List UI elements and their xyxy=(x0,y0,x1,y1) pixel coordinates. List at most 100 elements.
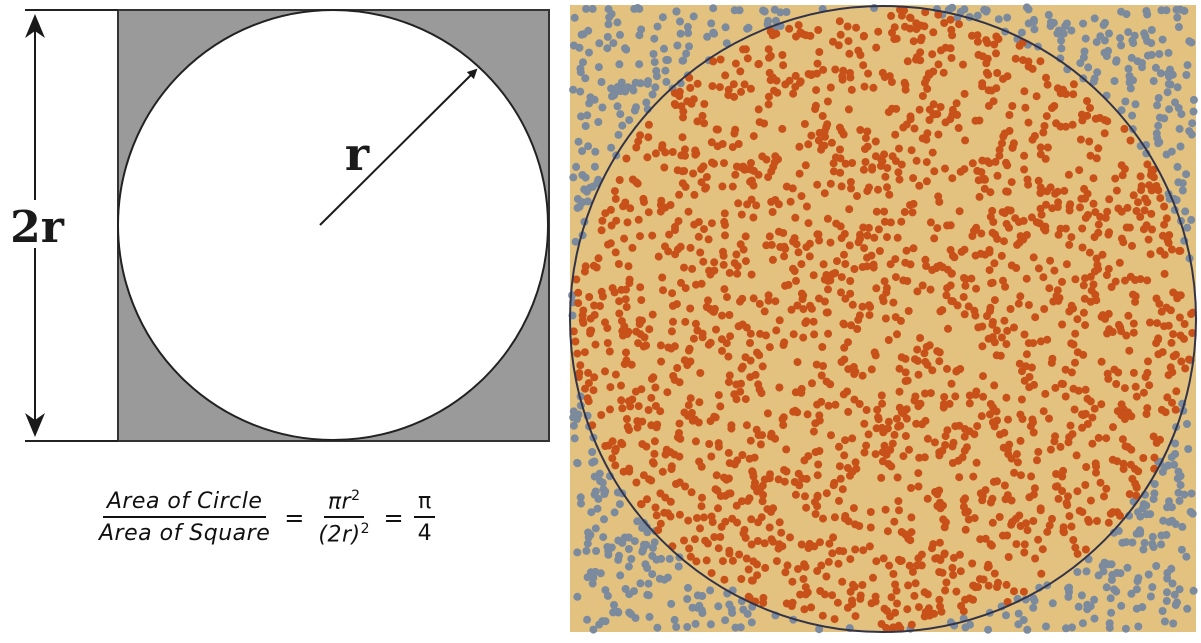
inside-point xyxy=(987,279,996,288)
inside-point xyxy=(1085,517,1093,526)
inside-point xyxy=(732,395,741,404)
inside-point xyxy=(1007,454,1016,463)
outside-point xyxy=(1164,80,1173,88)
inside-point xyxy=(1128,241,1136,250)
inside-point xyxy=(1056,89,1065,98)
inside-point xyxy=(611,370,620,379)
inside-point xyxy=(760,539,769,548)
inside-point xyxy=(1011,514,1020,523)
inside-point xyxy=(1059,527,1068,536)
inside-point xyxy=(656,519,665,528)
inside-point xyxy=(781,80,790,89)
inside-point xyxy=(975,192,984,201)
inside-point xyxy=(815,236,824,245)
outside-point xyxy=(636,579,645,588)
outside-point xyxy=(603,44,612,53)
inside-point xyxy=(992,326,1001,335)
inside-point xyxy=(770,158,779,167)
inside-point xyxy=(992,49,1000,58)
inside-point xyxy=(650,437,659,446)
inside-point xyxy=(965,391,974,400)
inside-point xyxy=(604,441,613,450)
inside-point xyxy=(742,421,751,430)
inside-point xyxy=(706,305,715,313)
inside-point xyxy=(714,544,723,553)
inside-point xyxy=(1131,382,1140,391)
inside-point xyxy=(916,36,925,45)
inside-point xyxy=(760,307,769,316)
inside-point xyxy=(988,318,997,326)
inside-point xyxy=(1012,540,1021,549)
inside-point xyxy=(1105,195,1114,204)
outside-point xyxy=(1140,538,1149,547)
outside-point xyxy=(1090,595,1099,604)
outside-point xyxy=(630,537,639,546)
left-diagram: 2r r xyxy=(4,9,550,442)
inside-point xyxy=(747,515,756,524)
inside-point xyxy=(721,231,729,240)
inside-point xyxy=(972,387,981,396)
outside-point xyxy=(586,183,595,192)
inside-point xyxy=(1078,508,1087,517)
outside-point xyxy=(624,562,633,571)
outside-point xyxy=(722,39,731,48)
inside-point xyxy=(1045,414,1053,423)
outside-point xyxy=(1057,36,1066,45)
outside-point xyxy=(1068,623,1076,632)
outside-point xyxy=(1146,510,1155,519)
inside-point xyxy=(1160,220,1169,229)
inside-point xyxy=(1046,256,1055,265)
inside-point xyxy=(837,182,846,191)
inside-point xyxy=(912,156,921,165)
inside-point xyxy=(995,145,1004,154)
inside-point xyxy=(1002,158,1010,167)
inside-point xyxy=(705,440,714,448)
inside-point xyxy=(802,31,810,40)
inside-point xyxy=(960,274,968,282)
inside-point xyxy=(648,231,657,240)
inside-point xyxy=(922,342,931,351)
outside-point xyxy=(673,41,682,50)
inside-point xyxy=(775,518,784,527)
outside-point xyxy=(674,562,683,571)
inside-point xyxy=(869,83,878,92)
inside-point xyxy=(990,40,999,49)
inside-point xyxy=(692,557,701,566)
inside-point xyxy=(819,362,827,370)
inside-point xyxy=(818,611,827,620)
inside-point xyxy=(686,394,695,403)
inside-point xyxy=(738,451,747,459)
inside-point xyxy=(687,408,696,417)
inside-point xyxy=(859,223,868,232)
inside-point xyxy=(829,167,838,176)
circle-area-text: Area of Circle xyxy=(102,489,267,519)
inside-point xyxy=(899,452,908,461)
inside-point xyxy=(886,260,895,269)
outside-point xyxy=(1168,516,1177,525)
inside-point xyxy=(606,383,615,392)
inside-point xyxy=(1185,355,1193,364)
inside-point xyxy=(694,218,703,226)
inside-point xyxy=(933,554,942,562)
inside-point xyxy=(618,327,627,336)
inside-point xyxy=(1119,459,1128,468)
outside-point xyxy=(570,13,579,22)
inside-point xyxy=(749,213,758,222)
inside-point xyxy=(721,491,730,500)
outside-point xyxy=(643,564,652,572)
inside-point xyxy=(824,329,833,338)
inside-point xyxy=(736,297,744,306)
inside-point xyxy=(1092,296,1101,305)
inside-point xyxy=(936,307,945,316)
outside-point xyxy=(665,554,674,563)
inside-point xyxy=(899,276,908,285)
inside-point xyxy=(1080,294,1089,303)
inside-point xyxy=(883,164,892,172)
inside-point xyxy=(642,341,650,350)
inside-point xyxy=(986,410,994,419)
inside-point xyxy=(756,484,765,493)
outside-point xyxy=(1019,616,1028,624)
inside-point xyxy=(977,229,986,238)
outside-point xyxy=(1189,107,1198,116)
inside-point xyxy=(1122,223,1131,232)
